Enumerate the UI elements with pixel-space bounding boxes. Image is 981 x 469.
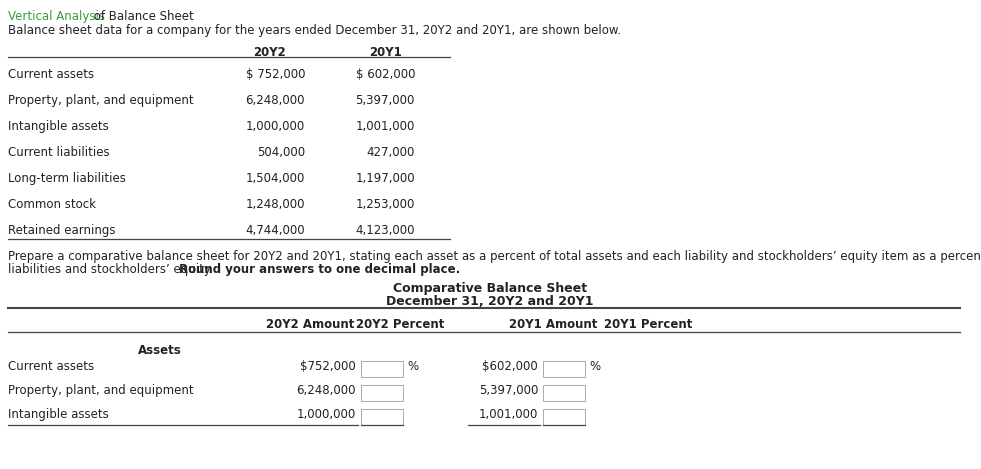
Bar <box>543 409 585 425</box>
Text: Balance sheet data for a company for the years ended December 31, 20Y2 and 20Y1,: Balance sheet data for a company for the… <box>8 24 621 37</box>
Text: 5,397,000: 5,397,000 <box>356 94 415 107</box>
Text: 1,504,000: 1,504,000 <box>245 172 305 185</box>
Text: 4,744,000: 4,744,000 <box>245 224 305 237</box>
Bar <box>543 361 585 377</box>
Text: Property, plant, and equipment: Property, plant, and equipment <box>8 384 193 397</box>
Text: Intangible assets: Intangible assets <box>8 120 109 133</box>
Text: $ 752,000: $ 752,000 <box>245 68 305 81</box>
Text: 5,397,000: 5,397,000 <box>479 384 538 397</box>
Bar <box>543 385 585 401</box>
Text: 20Y2 Amount: 20Y2 Amount <box>266 318 354 331</box>
Text: 20Y2 Percent: 20Y2 Percent <box>356 318 444 331</box>
Text: 427,000: 427,000 <box>367 146 415 159</box>
Text: %: % <box>589 360 600 373</box>
Text: 1,253,000: 1,253,000 <box>356 198 415 211</box>
Text: Current assets: Current assets <box>8 360 94 373</box>
Text: 20Y1 Percent: 20Y1 Percent <box>604 318 693 331</box>
Text: 20Y2: 20Y2 <box>254 46 286 59</box>
Text: Current assets: Current assets <box>8 68 94 81</box>
Text: $ 602,000: $ 602,000 <box>355 68 415 81</box>
Text: %: % <box>407 360 418 373</box>
Text: 504,000: 504,000 <box>257 146 305 159</box>
Text: 1,000,000: 1,000,000 <box>246 120 305 133</box>
Text: 6,248,000: 6,248,000 <box>245 94 305 107</box>
Text: 6,248,000: 6,248,000 <box>296 384 356 397</box>
Text: 1,248,000: 1,248,000 <box>245 198 305 211</box>
Text: Long-term liabilities: Long-term liabilities <box>8 172 126 185</box>
Text: 1,000,000: 1,000,000 <box>296 408 356 421</box>
Bar <box>361 361 403 377</box>
Text: 20Y1: 20Y1 <box>369 46 401 59</box>
Text: of Balance Sheet: of Balance Sheet <box>90 10 194 23</box>
Text: Comparative Balance Sheet: Comparative Balance Sheet <box>393 282 587 295</box>
Text: Prepare a comparative balance sheet for 20Y2 and 20Y1, stating each asset as a p: Prepare a comparative balance sheet for … <box>8 250 981 263</box>
Text: 1,197,000: 1,197,000 <box>355 172 415 185</box>
Text: liabilities and stockholders’ equity.: liabilities and stockholders’ equity. <box>8 263 217 276</box>
Text: 1,001,000: 1,001,000 <box>479 408 538 421</box>
Text: $602,000: $602,000 <box>483 360 538 373</box>
Text: Common stock: Common stock <box>8 198 96 211</box>
Bar <box>361 409 403 425</box>
Text: Vertical Analysis: Vertical Analysis <box>8 10 105 23</box>
Text: 20Y1 Amount: 20Y1 Amount <box>509 318 597 331</box>
Text: $752,000: $752,000 <box>300 360 356 373</box>
Text: Round your answers to one decimal place.: Round your answers to one decimal place. <box>179 263 460 276</box>
Text: Intangible assets: Intangible assets <box>8 408 109 421</box>
Text: Assets: Assets <box>138 344 181 357</box>
Text: Retained earnings: Retained earnings <box>8 224 116 237</box>
Text: 4,123,000: 4,123,000 <box>355 224 415 237</box>
Text: Current liabilities: Current liabilities <box>8 146 110 159</box>
Text: Property, plant, and equipment: Property, plant, and equipment <box>8 94 193 107</box>
Text: December 31, 20Y2 and 20Y1: December 31, 20Y2 and 20Y1 <box>387 295 594 308</box>
Text: 1,001,000: 1,001,000 <box>356 120 415 133</box>
Bar <box>361 385 403 401</box>
